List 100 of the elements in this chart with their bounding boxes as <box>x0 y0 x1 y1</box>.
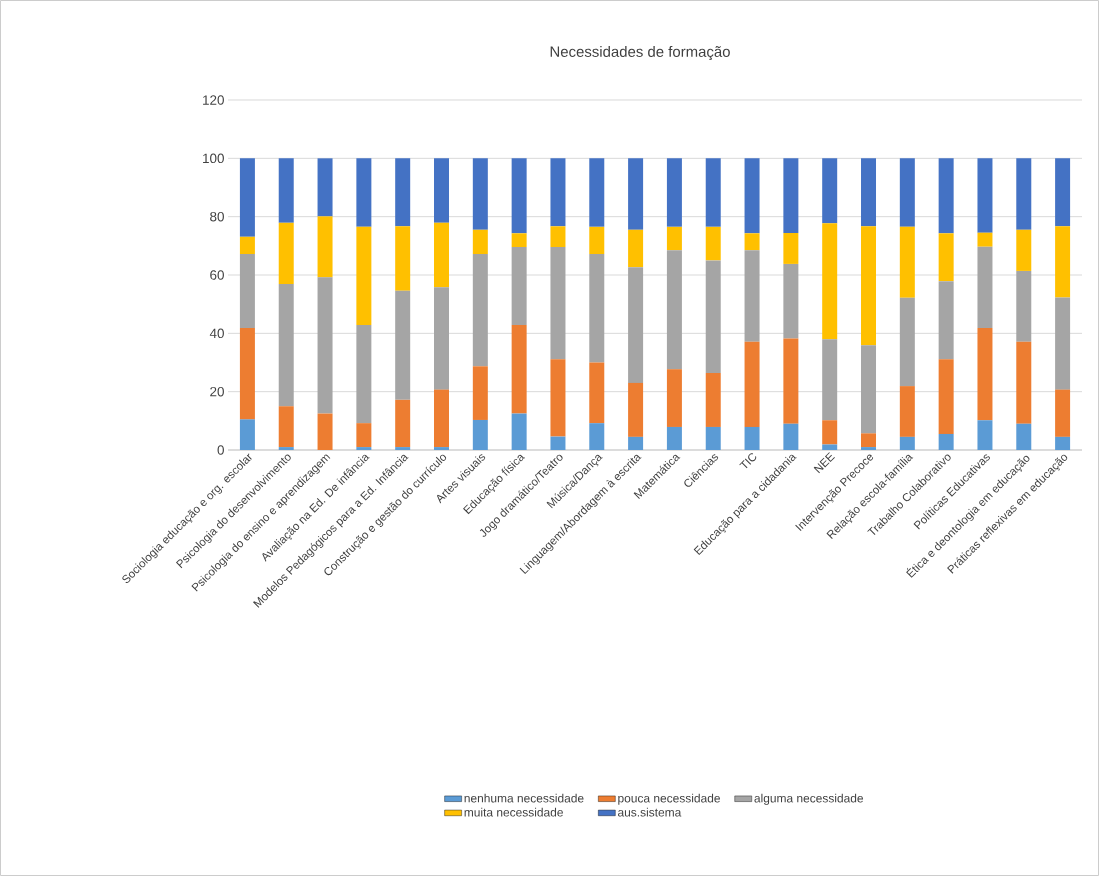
bar <box>628 436 644 450</box>
bar <box>861 226 877 346</box>
bar <box>783 423 799 450</box>
bar <box>705 158 721 227</box>
bar <box>434 447 449 450</box>
bar <box>589 254 605 363</box>
bar <box>705 426 721 450</box>
bar <box>239 419 255 450</box>
bar <box>628 382 644 437</box>
bar <box>1055 389 1071 437</box>
bar <box>628 158 644 230</box>
bar <box>589 362 605 424</box>
bar <box>472 419 488 450</box>
bar <box>434 158 449 223</box>
bar <box>899 226 915 298</box>
bar <box>666 369 682 427</box>
bar <box>938 433 954 450</box>
bar <box>822 223 838 340</box>
bar <box>628 229 644 268</box>
bar <box>899 158 915 227</box>
bar <box>744 250 760 342</box>
bar <box>899 386 915 437</box>
y-tick-label: 60 <box>210 270 224 280</box>
bar <box>705 373 721 427</box>
legend-label: alguma necessidade <box>754 793 864 805</box>
bar <box>550 247 566 360</box>
bar <box>550 359 566 437</box>
bar <box>395 447 411 450</box>
bar <box>666 226 682 251</box>
bar <box>511 413 527 450</box>
bar <box>511 233 527 247</box>
bar <box>356 158 372 227</box>
bar <box>434 222 449 288</box>
bar <box>666 250 682 370</box>
bar <box>434 389 449 448</box>
bar <box>511 324 527 414</box>
y-tick-label: 80 <box>210 211 224 222</box>
bar <box>822 339 838 421</box>
bar <box>395 158 411 227</box>
bar <box>938 281 954 360</box>
legend-label: muita necessidade <box>464 807 563 817</box>
bar <box>783 158 799 233</box>
bar <box>395 290 411 400</box>
bar <box>1016 158 1032 230</box>
bar <box>899 297 915 387</box>
bar <box>472 229 488 254</box>
bar <box>239 158 255 237</box>
bar <box>666 158 682 227</box>
bar <box>550 226 566 247</box>
bar <box>861 447 877 450</box>
bar <box>317 216 333 278</box>
bar <box>822 158 838 224</box>
bar <box>395 399 411 448</box>
bar <box>744 426 760 450</box>
x-tick-label: TIC <box>739 453 757 469</box>
bar <box>744 233 760 251</box>
bar <box>744 158 760 234</box>
bar <box>317 413 333 450</box>
bar <box>1055 297 1071 390</box>
bar <box>356 226 372 325</box>
bar <box>666 426 682 450</box>
bar <box>278 158 294 223</box>
bar <box>317 277 333 414</box>
y-tick-label: 0 <box>217 445 224 455</box>
bar <box>589 226 605 254</box>
bar <box>356 423 372 448</box>
bar <box>472 254 488 367</box>
bar <box>822 420 838 445</box>
bar <box>472 158 488 230</box>
bar <box>434 287 449 390</box>
bar <box>1016 423 1032 450</box>
bar <box>861 158 877 227</box>
legend-label: pouca necessidade <box>618 793 720 805</box>
bar <box>278 222 294 285</box>
bar <box>511 247 527 325</box>
bar <box>239 236 255 254</box>
bar <box>511 158 527 234</box>
bar <box>977 158 993 233</box>
bar <box>822 444 838 450</box>
bar <box>278 447 294 450</box>
bar <box>589 423 605 450</box>
bar <box>705 260 721 373</box>
chart-title: Necessidades de formação <box>550 45 730 60</box>
bar <box>977 232 993 247</box>
bar <box>861 345 877 434</box>
bar <box>1016 270 1032 342</box>
bar <box>783 263 799 339</box>
bar <box>550 436 566 450</box>
y-tick-label: 120 <box>203 95 224 105</box>
bar <box>317 158 333 217</box>
bar <box>472 366 488 420</box>
bar <box>628 267 644 383</box>
bar <box>861 433 877 448</box>
bar <box>938 233 954 282</box>
bar <box>783 233 799 264</box>
bar <box>744 341 760 427</box>
bar <box>938 359 954 434</box>
bar <box>239 328 255 420</box>
bar <box>1055 158 1071 227</box>
bar <box>977 246 993 329</box>
